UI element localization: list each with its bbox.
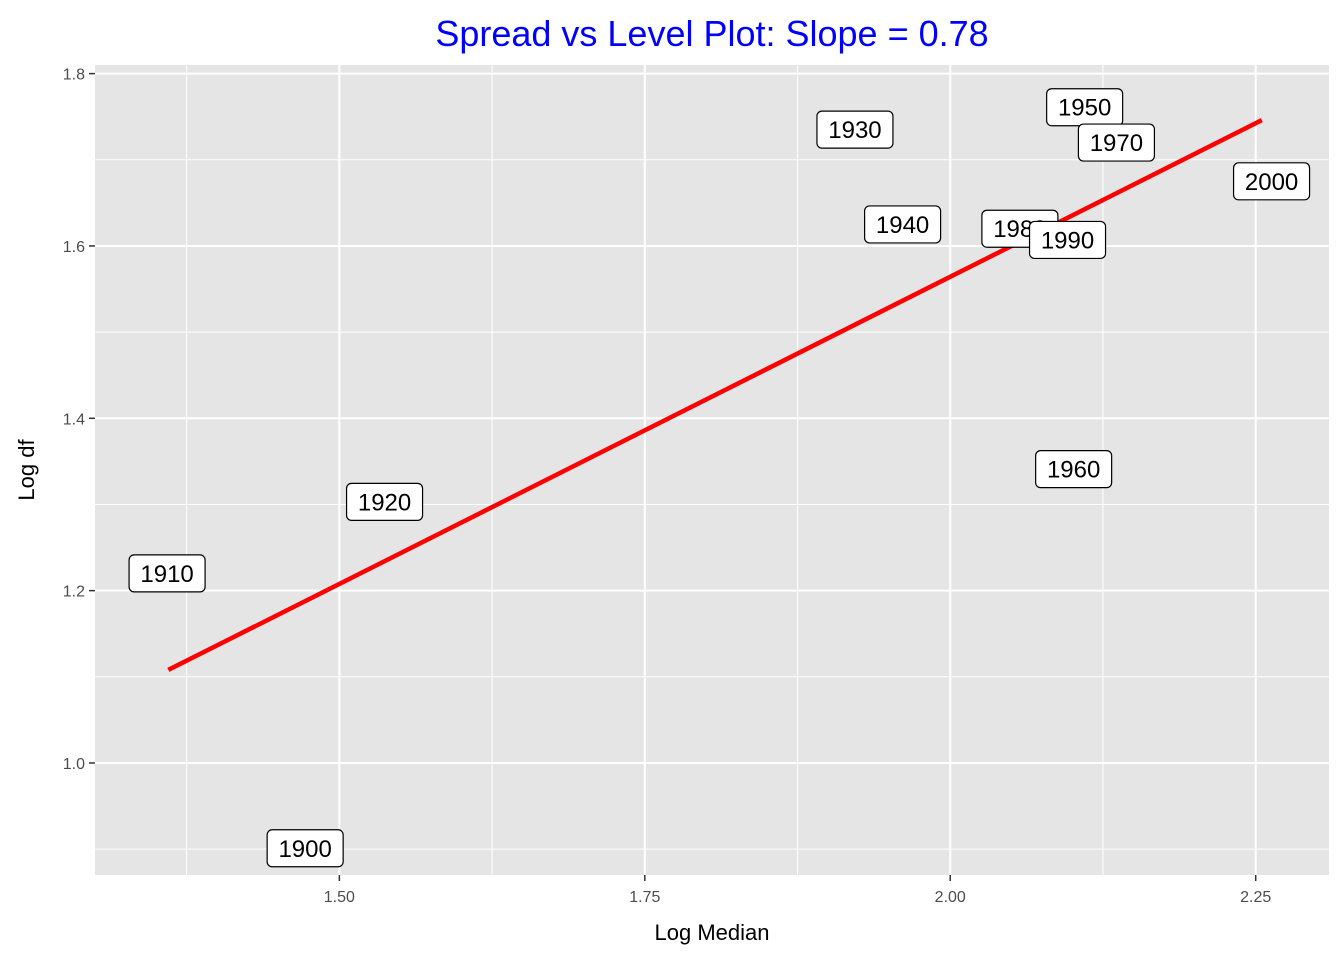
point-label-text: 1960 xyxy=(1047,457,1100,484)
point-label-box xyxy=(128,554,206,593)
point-label: 1960 xyxy=(1035,450,1113,489)
point-label-text: 1910 xyxy=(140,561,193,588)
point-label-text: 1920 xyxy=(358,489,411,516)
y-tick-label: 1.2 xyxy=(63,584,85,601)
point-label: 2000 xyxy=(1232,162,1311,201)
point-label-text: 1900 xyxy=(278,836,331,863)
x-tick-label: 2.00 xyxy=(935,889,966,906)
plot-panel xyxy=(95,65,1329,875)
chart-title: Spread vs Level Plot: Slope = 0.78 xyxy=(435,13,988,54)
point-label: 1900 xyxy=(266,829,344,868)
point-label-box xyxy=(345,482,424,521)
point-label-text: 1950 xyxy=(1058,95,1111,122)
fit-line xyxy=(167,118,1263,672)
major-gridlines xyxy=(95,65,1329,875)
point-label: 1950 xyxy=(1046,88,1124,127)
point-label-box xyxy=(1077,123,1156,162)
point-label-text: 2000 xyxy=(1245,169,1298,196)
point-label: 1910 xyxy=(128,554,206,593)
point-label: 1990 xyxy=(1028,220,1107,260)
axis-ticks xyxy=(89,72,1257,881)
point-label: 1940 xyxy=(863,205,942,244)
point-label-text: 1940 xyxy=(876,212,929,239)
x-tick-label: 1.75 xyxy=(629,889,660,906)
point-label-text: 1990 xyxy=(1041,227,1094,254)
point-label-box xyxy=(266,829,344,868)
x-tick-label: 2.25 xyxy=(1240,889,1271,906)
y-tick-label: 1.0 xyxy=(63,756,85,773)
point-label: 1930 xyxy=(816,110,894,149)
point-label-text: 1970 xyxy=(1090,130,1143,157)
point-label-text: 1930 xyxy=(828,117,881,144)
point-label-box xyxy=(816,110,894,149)
point-label-box xyxy=(863,205,942,244)
y-tick-label: 1.6 xyxy=(63,239,85,256)
point-label-box xyxy=(1232,162,1311,201)
y-axis-tick-labels: 1.0 1.2 1.4 1.6 1.8 xyxy=(63,67,85,773)
point-label-box xyxy=(1028,220,1107,260)
y-tick-label: 1.8 xyxy=(63,67,85,84)
point-labels: 1900191019201930194019501960197019801990… xyxy=(128,88,1311,868)
y-axis-title: Log df xyxy=(14,439,39,501)
y-tick-label: 1.4 xyxy=(63,411,85,428)
x-tick-label: 1.50 xyxy=(324,889,355,906)
point-label-box xyxy=(1035,450,1113,489)
point-label: 1970 xyxy=(1077,123,1156,162)
point-label: 1920 xyxy=(345,482,424,521)
x-axis-title: Log Median xyxy=(655,920,770,945)
x-axis-tick-labels: 1.50 1.75 2.00 2.25 xyxy=(324,889,1272,906)
